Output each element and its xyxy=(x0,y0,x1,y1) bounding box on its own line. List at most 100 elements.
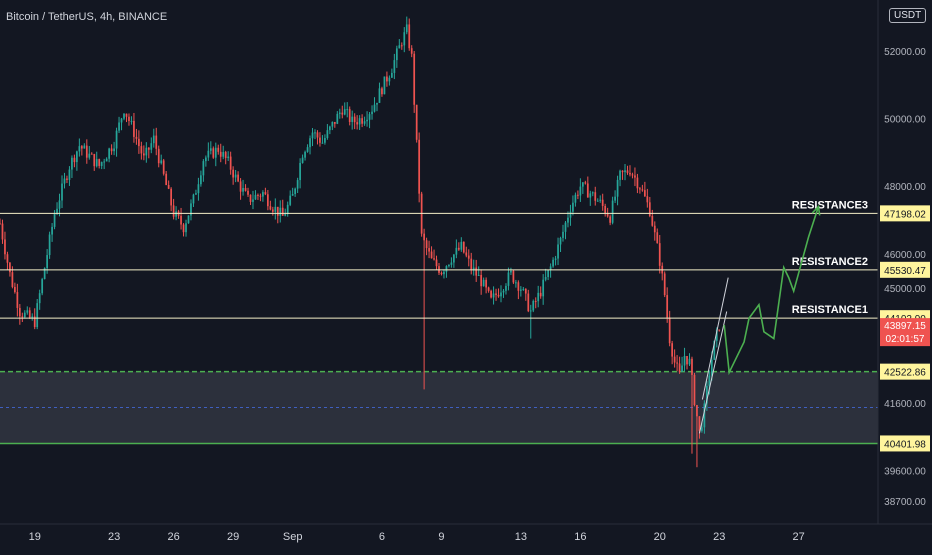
candle-body xyxy=(386,76,388,82)
candle-body xyxy=(487,287,490,291)
candle-body xyxy=(524,288,527,294)
projection-path xyxy=(723,206,820,376)
candle-body xyxy=(666,295,669,318)
y-tick-label: 48000.00 xyxy=(884,182,926,193)
candle-body xyxy=(200,175,202,185)
candle-body xyxy=(631,174,634,176)
candle-body xyxy=(224,152,227,159)
candle-body xyxy=(207,150,210,158)
candle-body xyxy=(68,169,71,180)
candle-body xyxy=(626,170,629,173)
candle-body xyxy=(639,188,641,190)
candle-body xyxy=(356,122,359,125)
candle-body xyxy=(76,151,78,163)
candle-body xyxy=(98,159,101,166)
candle-body xyxy=(95,159,98,167)
candle-body xyxy=(138,138,140,147)
candle-body xyxy=(160,160,163,164)
candle-body xyxy=(559,237,562,245)
countdown-text: 02:01:57 xyxy=(886,334,925,345)
candle-body xyxy=(172,205,175,217)
candle-body xyxy=(329,126,331,131)
candle-body xyxy=(408,24,411,49)
candle-body xyxy=(28,310,31,318)
candle-body xyxy=(341,112,344,115)
candle-body xyxy=(495,293,497,295)
candle-body xyxy=(321,142,324,144)
candle-body xyxy=(383,76,386,95)
candle-body xyxy=(577,194,579,196)
candle-body xyxy=(572,202,574,212)
currency-badge[interactable]: USDT xyxy=(889,8,927,23)
candle-body xyxy=(696,405,698,417)
candle-body xyxy=(705,385,708,404)
candle-body xyxy=(311,132,314,139)
candle-body xyxy=(175,211,177,217)
candle-body xyxy=(333,121,336,124)
candle-body xyxy=(33,316,36,328)
candle-body xyxy=(653,225,656,233)
candle-body xyxy=(529,310,532,312)
candle-body xyxy=(202,161,205,176)
candle-body xyxy=(643,190,646,197)
candle-body xyxy=(252,199,254,202)
candle-body xyxy=(564,222,567,232)
candle-body xyxy=(373,104,376,112)
candle-body xyxy=(1,223,4,240)
candle-body xyxy=(703,403,706,428)
candle-body xyxy=(624,170,626,173)
candle-body xyxy=(190,203,192,216)
candle-body xyxy=(450,262,453,265)
candle-body xyxy=(150,143,153,150)
candle-body xyxy=(108,148,110,159)
candle-body xyxy=(212,148,215,158)
candle-body xyxy=(510,270,512,273)
candle-body xyxy=(629,172,631,175)
candle-body xyxy=(388,77,391,82)
candle-body xyxy=(46,255,48,269)
x-tick-label: 13 xyxy=(515,531,527,543)
candle-body xyxy=(490,290,492,298)
candle-body xyxy=(581,182,584,187)
candle-body xyxy=(648,202,651,216)
candle-body xyxy=(227,156,230,159)
candle-body xyxy=(195,193,197,195)
candle-body xyxy=(182,224,185,233)
candle-body xyxy=(14,286,16,293)
candle-body xyxy=(485,279,487,288)
candle-body xyxy=(477,274,480,276)
candle-body xyxy=(391,72,393,78)
candle-body xyxy=(128,116,130,121)
candle-body xyxy=(254,194,257,200)
candle-body xyxy=(443,271,445,275)
candle-body xyxy=(430,251,433,259)
candle-body xyxy=(142,153,145,156)
projection-arrowhead xyxy=(811,204,821,216)
candle-body xyxy=(532,300,535,311)
candle-body xyxy=(534,300,537,302)
candle-body xyxy=(668,317,671,344)
candle-body xyxy=(376,102,378,105)
candle-body xyxy=(299,162,301,181)
candle-body xyxy=(480,274,483,287)
candle-body xyxy=(462,241,465,253)
candle-body xyxy=(435,259,438,267)
candle-body xyxy=(537,292,540,302)
candle-body xyxy=(6,254,9,263)
candle-body xyxy=(18,307,21,317)
candle-body xyxy=(217,147,220,152)
candle-body xyxy=(93,154,96,167)
x-tick-label: 6 xyxy=(379,531,385,543)
candle-body xyxy=(517,282,520,291)
y-tick-label: 52000.00 xyxy=(884,47,926,58)
candle-body xyxy=(395,48,398,61)
candle-body xyxy=(9,262,11,273)
candle-body xyxy=(686,356,688,365)
candle-body xyxy=(683,356,686,366)
candle-body xyxy=(378,88,381,103)
candle-body xyxy=(229,156,232,170)
current-price-tag[interactable] xyxy=(880,318,930,347)
candle-body xyxy=(113,148,115,152)
